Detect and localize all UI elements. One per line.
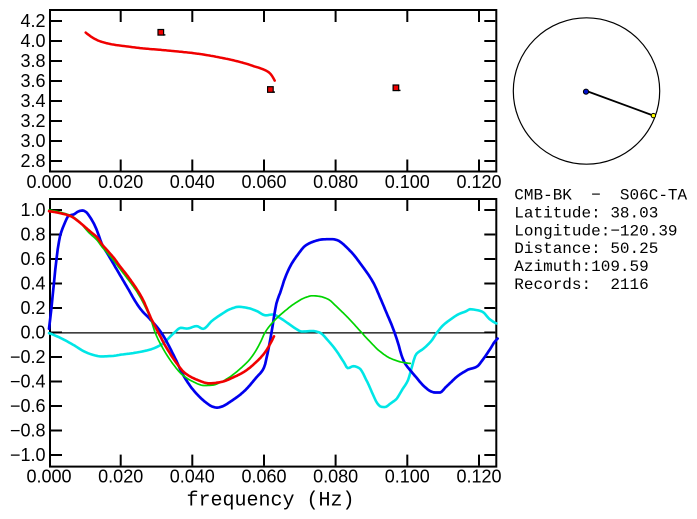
svg-text:3.4: 3.4 [20, 91, 45, 111]
svg-text:Distance: 50.25: Distance: 50.25 [514, 240, 658, 258]
svg-text:3.2: 3.2 [20, 111, 45, 131]
svg-text:0.060: 0.060 [241, 467, 286, 487]
svg-text:0.000: 0.000 [26, 467, 71, 487]
svg-text:3.6: 3.6 [20, 71, 45, 91]
svg-text:−0.4: −0.4 [10, 372, 46, 392]
svg-text:0.080: 0.080 [313, 172, 358, 192]
svg-text:0.040: 0.040 [170, 172, 215, 192]
svg-text:0.020: 0.020 [98, 467, 143, 487]
svg-text:3.0: 3.0 [20, 131, 45, 151]
svg-text:frequency (Hz): frequency (Hz) [187, 490, 355, 513]
svg-text:0.4: 0.4 [20, 274, 45, 294]
svg-text:0.100: 0.100 [385, 467, 430, 487]
svg-text:0.020: 0.020 [98, 172, 143, 192]
svg-text:0.6: 0.6 [20, 249, 45, 269]
svg-text:4.2: 4.2 [20, 11, 45, 31]
svg-text:2.8: 2.8 [20, 151, 45, 171]
svg-text:0.2: 0.2 [20, 298, 45, 318]
svg-text:−0.2: −0.2 [10, 347, 46, 367]
svg-text:CMB-BK − S06C-TA: CMB-BK − S06C-TA [514, 187, 687, 205]
svg-text:−1.0: −1.0 [10, 445, 46, 465]
svg-text:0.120: 0.120 [456, 172, 501, 192]
svg-text:0.060: 0.060 [241, 172, 286, 192]
svg-text:Azimuth:109.59: Azimuth:109.59 [514, 258, 648, 276]
svg-text:0.120: 0.120 [456, 467, 501, 487]
svg-text:0.0: 0.0 [20, 323, 45, 343]
svg-text:0.000: 0.000 [26, 172, 71, 192]
svg-text:Longitude:−120.39: Longitude:−120.39 [514, 222, 677, 240]
svg-text:0.100: 0.100 [385, 172, 430, 192]
svg-text:3.8: 3.8 [20, 51, 45, 71]
svg-text:Records: 2116: Records: 2116 [514, 276, 648, 294]
svg-text:−0.8: −0.8 [10, 421, 46, 441]
svg-text:4.0: 4.0 [20, 31, 45, 51]
svg-text:−0.6: −0.6 [10, 396, 46, 416]
svg-text:0.8: 0.8 [20, 225, 45, 245]
svg-text:0.080: 0.080 [313, 467, 358, 487]
svg-text:Latitude: 38.03: Latitude: 38.03 [514, 204, 658, 222]
svg-text:0.040: 0.040 [170, 467, 215, 487]
svg-text:1.0: 1.0 [20, 200, 45, 220]
